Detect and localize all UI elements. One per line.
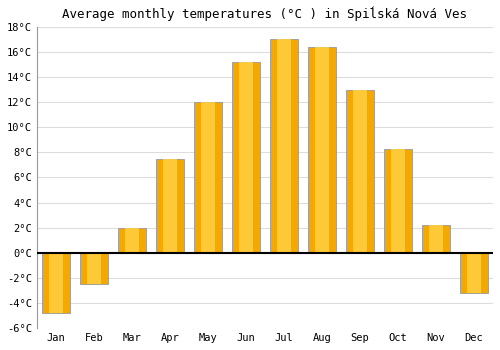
Bar — [162, 159, 177, 253]
Bar — [467, 253, 481, 293]
Bar — [201, 102, 215, 253]
Bar — [277, 39, 291, 253]
Bar — [86, 253, 101, 284]
Bar — [353, 90, 367, 253]
Title: Average monthly temperatures (°C ) in Spiĺská Nová Ves: Average monthly temperatures (°C ) in Sp… — [62, 7, 468, 21]
Bar — [460, 253, 488, 293]
Bar — [194, 102, 222, 253]
Bar — [124, 228, 139, 253]
Bar — [42, 253, 70, 313]
Bar — [270, 39, 298, 253]
Bar — [315, 47, 329, 253]
Bar — [384, 149, 412, 253]
Bar — [118, 228, 146, 253]
Bar — [80, 253, 108, 284]
Bar — [391, 149, 405, 253]
Bar — [429, 225, 443, 253]
Bar — [239, 62, 253, 253]
Bar — [48, 253, 63, 313]
Bar — [156, 159, 184, 253]
Bar — [308, 47, 336, 253]
Bar — [346, 90, 374, 253]
Bar — [422, 225, 450, 253]
Bar — [232, 62, 260, 253]
